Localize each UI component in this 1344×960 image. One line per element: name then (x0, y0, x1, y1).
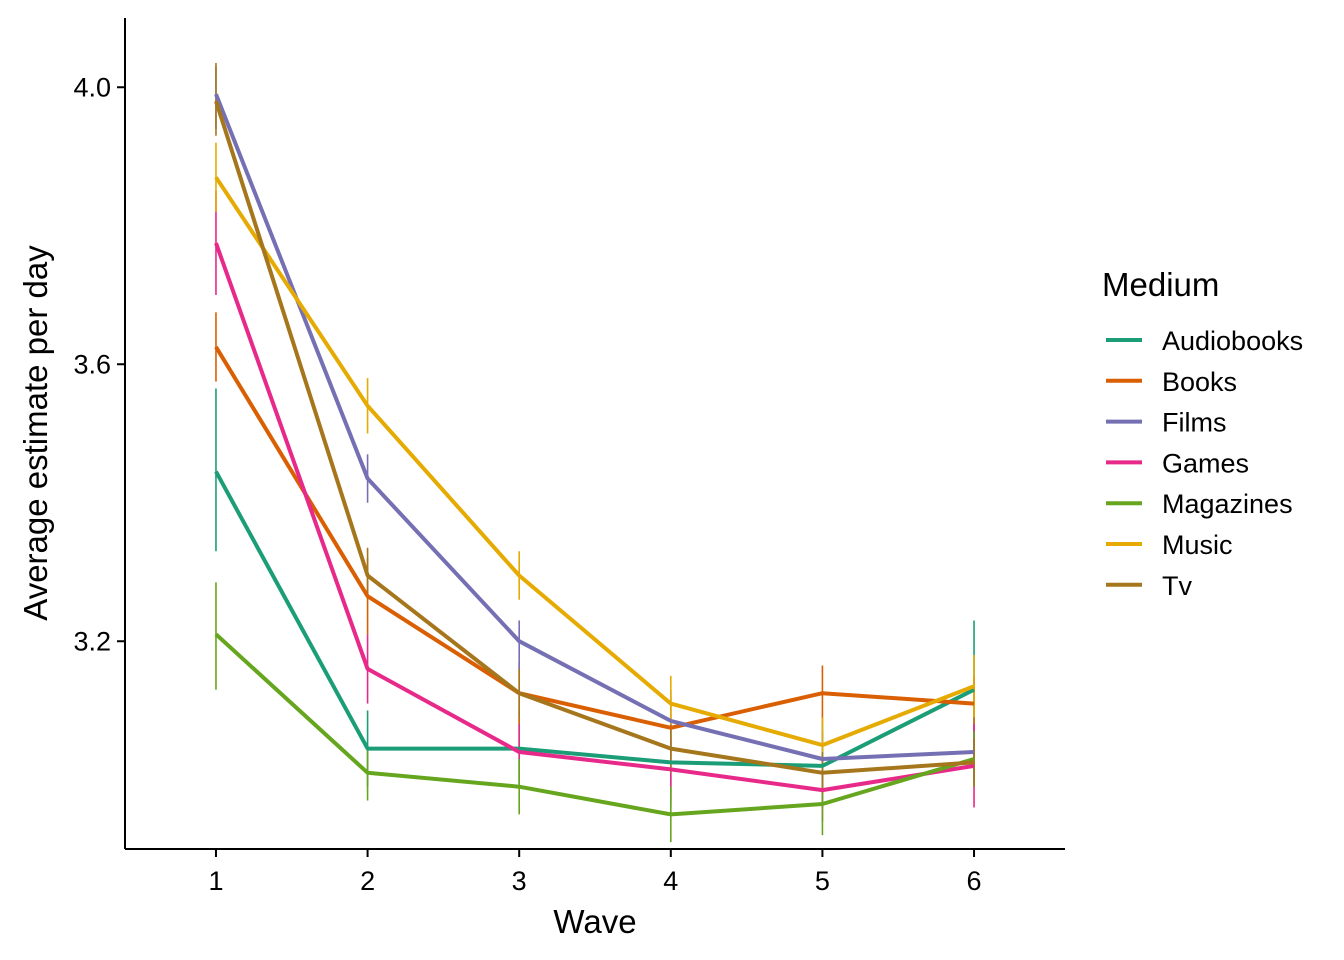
x-tick-label: 3 (512, 866, 527, 896)
y-ticks: 3.2 3.6 4.0 (73, 72, 125, 656)
legend-label-tv: Tv (1162, 571, 1192, 601)
y-tick-label: 3.2 (73, 626, 111, 656)
legend-label-games: Games (1162, 448, 1249, 478)
series-line-games (214, 242, 975, 793)
x-tick-label: 4 (663, 866, 678, 896)
legend-label-books: Books (1162, 367, 1237, 397)
y-axis-title: Average estimate per day (17, 245, 54, 621)
x-tick-label: 1 (208, 866, 223, 896)
x-ticks: 1 2 3 4 5 6 (208, 849, 982, 896)
series-lines (214, 93, 975, 817)
legend-title: Medium (1102, 266, 1219, 303)
legend-label-magazines: Magazines (1162, 489, 1293, 519)
plot-area (214, 63, 975, 843)
legend-label-films: Films (1162, 408, 1226, 438)
legend-label-audiobooks: Audiobooks (1162, 326, 1303, 356)
x-tick-label: 6 (967, 866, 982, 896)
legend: Medium Audiobooks Books Films Games Magazine… (1102, 266, 1303, 601)
y-tick-label: 3.6 (73, 349, 111, 379)
x-tick-label: 5 (815, 866, 830, 896)
legend-items: Audiobooks Books Films Games Magazines Music T… (1106, 326, 1303, 601)
axes: 3.2 3.6 4.0 1 2 3 4 5 6 (73, 18, 1065, 896)
series-line-audiobooks (214, 470, 975, 768)
x-tick-label: 2 (360, 866, 375, 896)
series-line-films (214, 93, 975, 761)
series-line-music (214, 176, 975, 748)
series-line-magazines (214, 632, 975, 817)
series-line-tv (214, 100, 975, 775)
x-axis-title: Wave (553, 903, 636, 940)
y-tick-label: 4.0 (73, 72, 111, 102)
legend-label-music: Music (1162, 530, 1233, 560)
series-line-books (214, 345, 975, 730)
